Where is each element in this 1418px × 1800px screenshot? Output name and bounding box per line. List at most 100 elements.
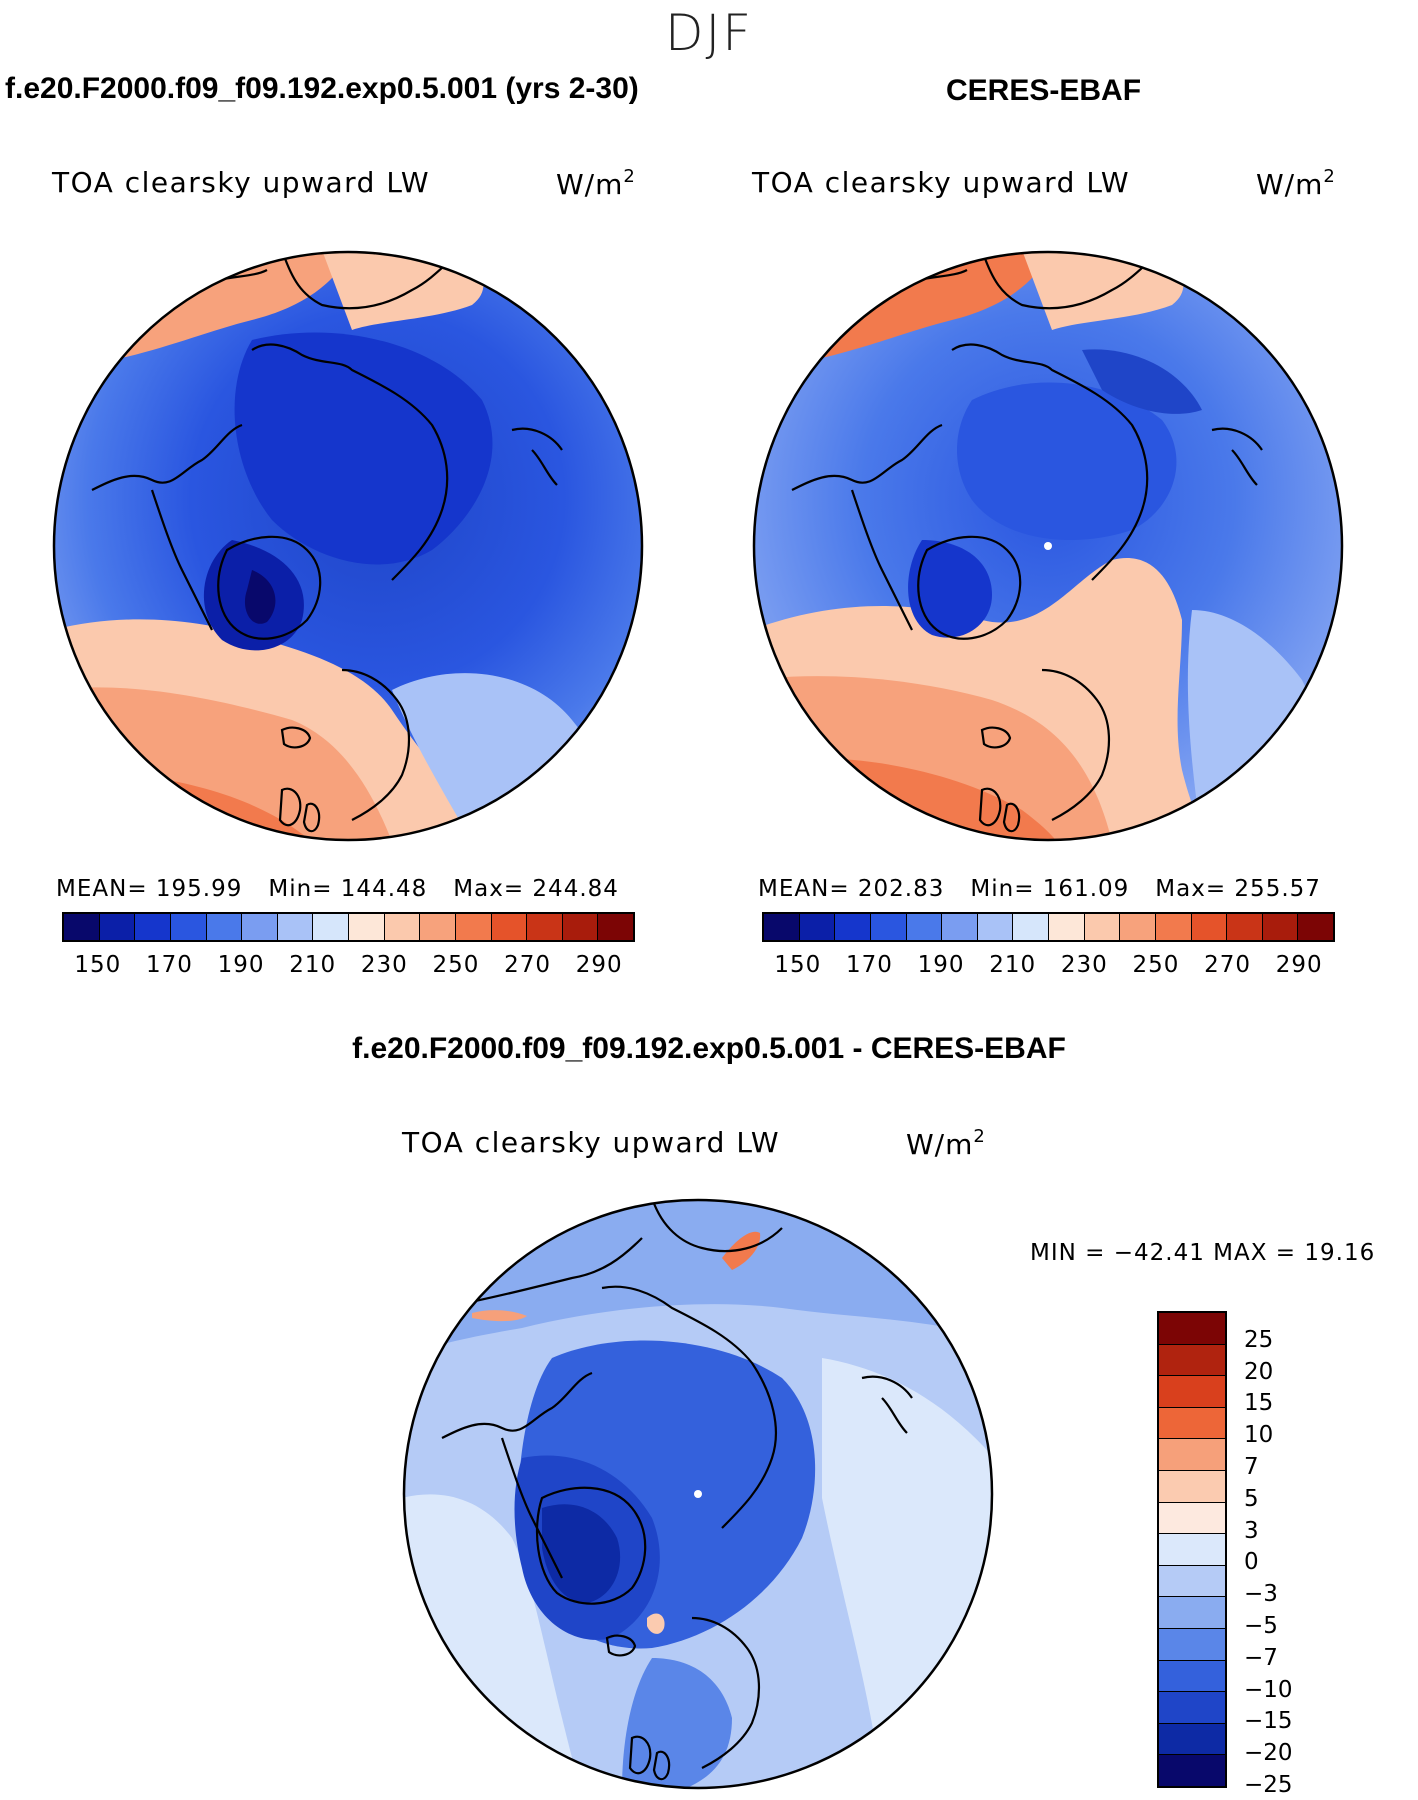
colorbar-tick-label: 170 xyxy=(145,952,193,978)
colorbar-segment xyxy=(384,914,421,940)
diff-polar-map xyxy=(402,1198,994,1790)
colorbar-segment xyxy=(313,914,349,940)
colorbar-segment xyxy=(277,914,314,940)
colorbar-segment xyxy=(835,914,871,940)
model-colorbar-ticks: 150 170 190 210 230 250 270 290 xyxy=(62,952,635,982)
coastline-greenland xyxy=(917,535,1022,640)
colorbar-tick-label: 290 xyxy=(575,952,623,978)
colorbar-segment xyxy=(1013,914,1049,940)
colorbar-tick-label: 250 xyxy=(1132,952,1180,978)
cold-region-arctic xyxy=(957,382,1177,540)
colorbar-segment xyxy=(99,914,136,940)
colorbar-segment xyxy=(491,914,528,940)
coastline-iceland xyxy=(280,726,312,749)
colorbar-tick-label: 190 xyxy=(217,952,265,978)
colorbar-tick-label: −15 xyxy=(1244,1708,1293,1735)
colorbar-segment xyxy=(1159,1597,1225,1629)
colorbar-segment xyxy=(1159,1470,1225,1503)
coastline-canada xyxy=(91,423,243,631)
coastline-britain xyxy=(978,787,1021,833)
colorbar-segment xyxy=(1159,1534,1225,1566)
colorbar-segment xyxy=(1159,1723,1225,1756)
diff-warm-fram xyxy=(647,1613,665,1634)
obs-polar-map xyxy=(752,250,1344,842)
model-colorbar xyxy=(62,912,635,942)
colorbar-tick-label: 7 xyxy=(1244,1454,1259,1480)
colorbar-segment xyxy=(420,914,456,940)
colorbar-segment xyxy=(170,914,207,940)
warm-region-pacific xyxy=(1022,252,1184,330)
colorbar-segment xyxy=(764,914,800,940)
colorbar-tick-label: 250 xyxy=(432,952,480,978)
colorbar-segment xyxy=(1159,1344,1225,1377)
model-polar-map xyxy=(52,250,644,842)
colorbar-segment xyxy=(1298,914,1333,940)
colorbar-segment xyxy=(906,914,943,940)
coastline-e-siberia xyxy=(1211,427,1263,486)
colorbar-tick-label: −5 xyxy=(1244,1613,1278,1639)
diff-colorbar xyxy=(1157,1311,1227,1788)
colorbar-tick-label: 190 xyxy=(917,952,965,978)
coastline-canada xyxy=(791,423,943,631)
colorbar-tick-label: 170 xyxy=(845,952,893,978)
colorbar-segment xyxy=(799,914,836,940)
colorbar-tick-label: 25 xyxy=(1244,1326,1274,1353)
diff-warm-bering xyxy=(722,1231,761,1270)
colorbar-segment xyxy=(1159,1755,1225,1786)
model-variable-label: TOA clearsky upward LW xyxy=(52,166,431,199)
colorbar-segment xyxy=(977,914,1014,940)
colorbar-tick-label: 290 xyxy=(1275,952,1323,978)
colorbar-tick-label: 210 xyxy=(289,952,337,978)
colorbar-tick-label: 10 xyxy=(1244,1422,1274,1449)
colorbar-segment xyxy=(455,914,492,940)
coastline-britain xyxy=(278,787,321,833)
colorbar-segment xyxy=(1159,1502,1225,1535)
coastline-scandinavia xyxy=(691,1616,760,1769)
diff-minmax: MIN = −42.41 MAX = 19.16 xyxy=(1030,1240,1376,1266)
map-boundary xyxy=(52,250,644,842)
colorbar-segment xyxy=(1227,914,1263,940)
colorbar-segment xyxy=(1262,914,1299,940)
colorbar-tick-label: −10 xyxy=(1244,1676,1293,1703)
colorbar-segment xyxy=(527,914,563,940)
cold-region-arctic xyxy=(234,332,493,565)
colorbar-tick-label: 5 xyxy=(1244,1485,1259,1512)
colorbar-segment xyxy=(1084,914,1121,940)
season-title: DJF xyxy=(664,4,753,62)
cold-region-siberia xyxy=(1082,349,1202,414)
diff-variable-label: TOA clearsky upward LW xyxy=(402,1126,781,1159)
colorbar-segment xyxy=(1191,914,1228,940)
diff-warm-chukchi xyxy=(472,1310,527,1322)
obs-stats: MEAN= 202.83 Min= 161.09 Max= 255.57 xyxy=(758,876,1321,902)
colorbar-segment xyxy=(1159,1628,1225,1661)
colorbar-tick-label: 230 xyxy=(360,952,408,978)
cold-region-greenland xyxy=(908,540,992,638)
colorbar-segment xyxy=(1159,1407,1225,1440)
map-boundary xyxy=(752,250,1344,842)
coastline-canada xyxy=(441,1371,593,1579)
colorbar-segment xyxy=(1049,914,1085,940)
obs-variable-label: TOA clearsky upward LW xyxy=(752,166,1131,199)
colorbar-segment xyxy=(135,914,171,940)
colorbar-tick-label: 3 xyxy=(1244,1517,1259,1544)
colorbar-tick-label: 210 xyxy=(989,952,1037,978)
colorbar-tick-label: 0 xyxy=(1244,1549,1259,1576)
coastline-siberia xyxy=(601,1285,778,1529)
diff-region-greenland xyxy=(542,1504,621,1603)
colorbar-segment xyxy=(1155,914,1192,940)
colorbar-segment xyxy=(206,914,243,940)
colorbar-tick-label: 150 xyxy=(774,952,822,978)
colorbar-tick-label: 15 xyxy=(1244,1390,1274,1417)
coastline-britain xyxy=(628,1735,671,1781)
coastline-iceland xyxy=(980,726,1012,749)
pole-marker xyxy=(1044,542,1052,550)
colorbar-tick-label: −7 xyxy=(1244,1644,1278,1671)
colorbar-segment xyxy=(1120,914,1156,940)
colorbar-tick-label: 270 xyxy=(504,952,552,978)
colorbar-segment xyxy=(1159,1660,1225,1693)
model-panel-header: f.e20.F2000.f09_f09.192.exp0.5.001 (yrs … xyxy=(5,72,639,105)
colorbar-segment xyxy=(1159,1376,1225,1408)
diff-colorbar-ticks: 25 20 15 10 7 5 3 0 −3 −5 −7 −10 −15 −20 −25 xyxy=(1244,1311,1364,1798)
colorbar-tick-label: 20 xyxy=(1244,1358,1274,1385)
coastline-e-siberia xyxy=(511,427,563,486)
